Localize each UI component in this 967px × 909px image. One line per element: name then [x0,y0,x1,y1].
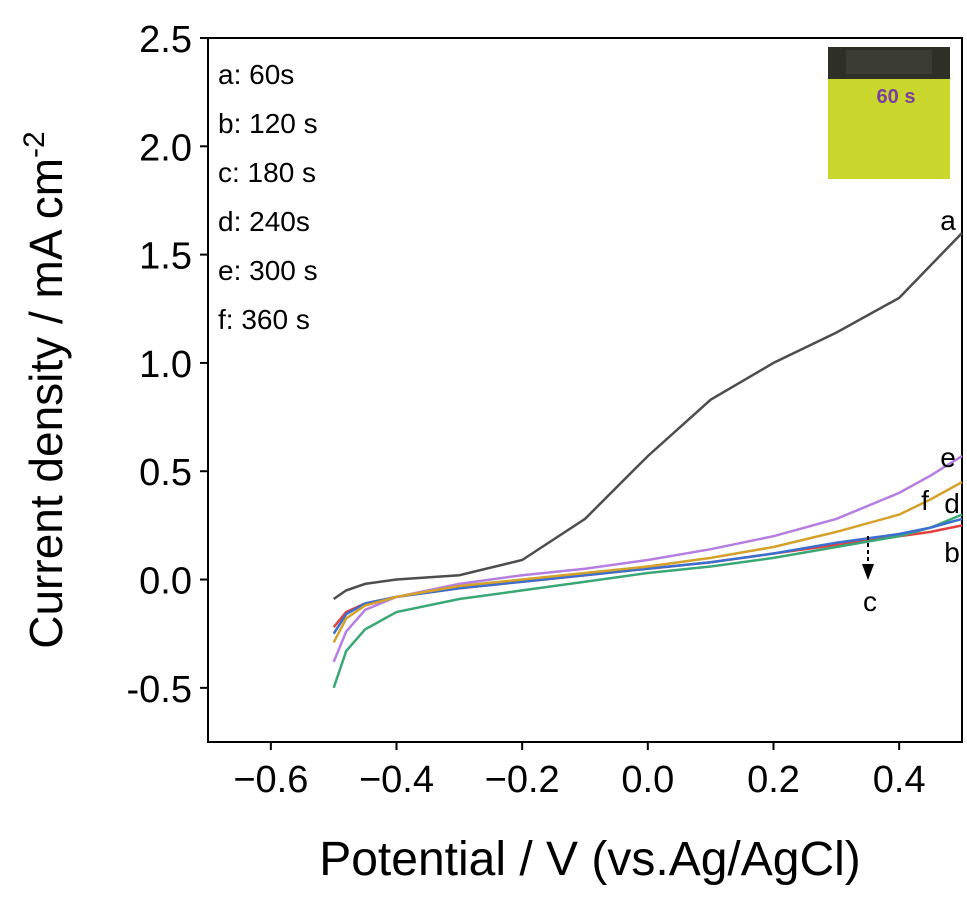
legend-entry: b: 120 s [218,108,318,139]
legend-entry: d: 240s [218,206,310,237]
y-tick-label: 1.0 [139,344,192,386]
data-line [332,232,963,601]
x-tick-label: −0.4 [359,759,434,801]
legend-entry: e: 300 s [218,255,318,286]
data-line [332,517,963,635]
legend-entry: c: 180 s [218,157,316,188]
y-axis-label-main: Current density / mA cm [20,158,72,649]
curve-label: e [940,442,956,473]
data-line [332,513,963,689]
curve-label: c [863,586,877,617]
y-axis-label: Current density / mA cm-2 [18,131,72,649]
curve-label: b [944,537,960,568]
inset-photo: 60 s [828,47,950,179]
y-tick-label: 2.0 [139,127,192,169]
x-tick-label: −0.6 [233,759,308,801]
x-tick-label: 0.4 [873,759,926,801]
x-tick-label: 0.0 [621,759,674,801]
y-tick-label: 1.5 [139,236,192,278]
y-tick-label: -0.5 [127,669,192,711]
x-axis-label: Potential / V (vs.Ag/AgCl) [319,833,861,886]
trend-arrow-head [862,564,874,580]
y-tick-label: 2.5 [139,19,192,61]
legend-entry: f: 360 s [218,304,310,335]
y-tick-label: 0.0 [139,561,192,603]
curve-label: f [921,485,929,516]
curve-label: a [940,205,956,236]
x-tick-label: −0.2 [485,759,560,801]
legend-entry: a: 60s [218,59,294,90]
plot-frame [207,37,963,743]
y-tick-label: 0.5 [139,452,192,494]
data-line [332,481,963,643]
inset-label: 60 s [877,86,916,108]
y-axis-label-sup: -2 [18,131,51,158]
data-line [332,455,963,663]
curve-label: d [944,488,960,519]
inset-window [846,50,932,74]
x-tick-label: 0.2 [747,759,800,801]
